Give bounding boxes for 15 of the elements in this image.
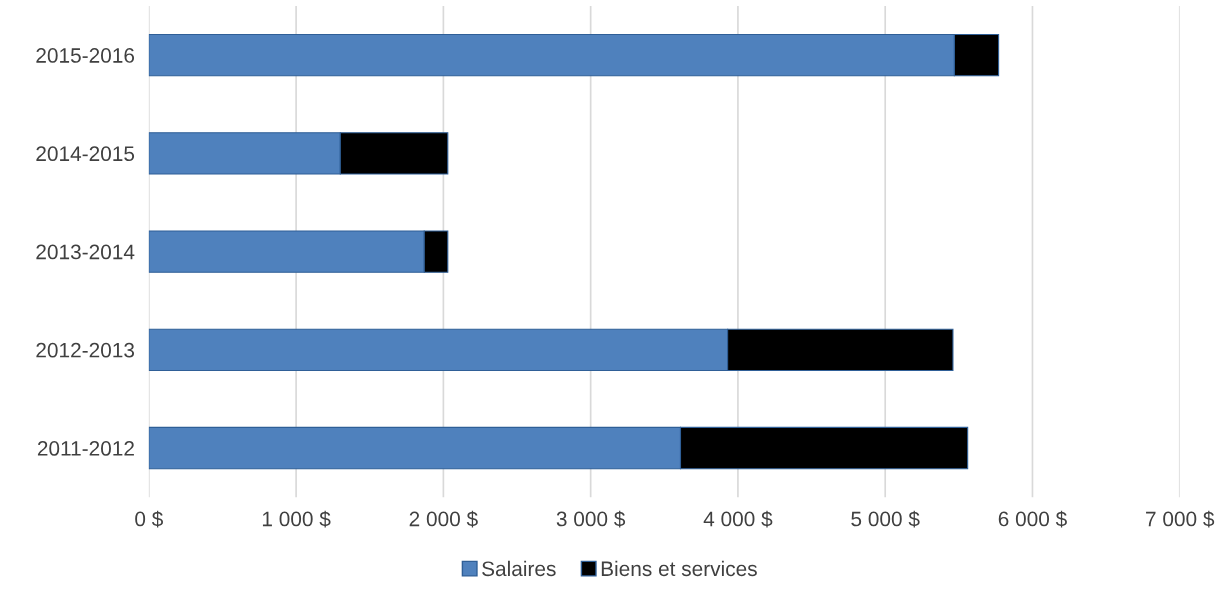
x-tick-label: 1 000 $	[262, 510, 331, 528]
y-tick-label: 2014-2015	[36, 146, 135, 162]
x-tick-label: 0 $	[135, 510, 163, 528]
y-tick-label: 2015-2016	[36, 48, 135, 63]
y-tick-label: 2012-2013	[36, 342, 135, 358]
legend-label: Biens et services	[601, 560, 757, 577]
x-tick-label: 6 000 $	[998, 510, 1067, 528]
x-tick-label: 3 000 $	[556, 510, 626, 528]
y-tick-label: 2013-2014	[36, 244, 135, 260]
x-tick-label: 5 000 $	[851, 510, 920, 528]
x-tick-label: 2 000 $	[409, 510, 478, 528]
legend-label: Salaires	[482, 560, 556, 577]
x-tick-label: 7 000 $	[1146, 510, 1215, 528]
x-tick-label: 4 000 $	[703, 510, 773, 528]
y-tick-label: 2011-2012	[37, 441, 134, 456]
